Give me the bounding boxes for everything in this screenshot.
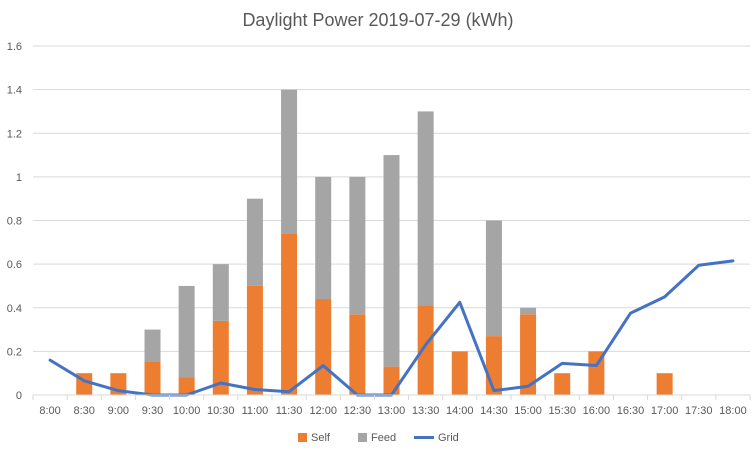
x-tick-label: 13:30: [412, 405, 440, 417]
y-tick-label: 0.8: [7, 216, 22, 228]
bar-feed: [281, 89, 298, 234]
x-tick-label: 10:30: [207, 405, 235, 417]
bar-feed: [212, 264, 229, 321]
legend-label-grid: Grid: [438, 432, 459, 444]
bar-self: [178, 377, 195, 395]
x-tick-label: 8:00: [39, 405, 60, 417]
y-tick-label: 0.6: [7, 259, 22, 271]
x-tick-label: 9:30: [142, 405, 163, 417]
chart-title: Daylight Power 2019-07-29 (kWh): [242, 10, 513, 30]
bar-self: [588, 351, 605, 395]
x-tick-label: 12:00: [309, 405, 337, 417]
bar-feed: [246, 198, 263, 286]
bar-self: [212, 320, 229, 395]
bar-self: [315, 299, 332, 395]
x-tick-label: 18:00: [719, 405, 747, 417]
y-tick-label: 0.4: [7, 303, 22, 315]
legend-swatch-feed: [358, 433, 367, 442]
y-tick-label: 1.2: [7, 128, 22, 140]
bar-feed: [144, 329, 161, 362]
bar-self: [144, 361, 161, 395]
bar-feed: [315, 176, 332, 300]
bar-self: [383, 366, 400, 395]
y-tick-label: 0: [16, 390, 22, 402]
x-tick-label: 14:30: [480, 405, 508, 417]
legend-label-self: Self: [311, 432, 331, 444]
bar-feed: [520, 307, 537, 315]
bar-feed: [485, 220, 502, 337]
x-tick-label: 17:00: [651, 405, 679, 417]
legend-swatch-self: [298, 433, 307, 442]
bar-feed: [417, 111, 434, 306]
bar-self: [485, 336, 502, 395]
x-tick-label: 17:30: [685, 405, 713, 417]
bar-self: [554, 373, 571, 395]
legend-label-feed: Feed: [371, 432, 396, 444]
x-tick-label: 16:30: [617, 405, 645, 417]
bar-self: [451, 351, 468, 395]
bar-self: [246, 285, 263, 395]
y-tick-label: 1: [16, 172, 22, 184]
x-tick-label: 14:00: [446, 405, 474, 417]
bar-self: [281, 233, 298, 395]
bar-self: [349, 314, 366, 395]
x-tick-label: 12:30: [344, 405, 372, 417]
bar-feed: [178, 285, 195, 378]
bar-self: [656, 373, 673, 395]
x-tick-label: 9:00: [108, 405, 129, 417]
x-tick-label: 13:00: [378, 405, 406, 417]
x-tick-label: 8:30: [74, 405, 95, 417]
bar-self: [520, 314, 537, 395]
bar-feed: [383, 155, 400, 367]
bar-feed: [349, 176, 366, 315]
y-tick-label: 1.4: [7, 85, 22, 97]
y-tick-label: 0.2: [7, 346, 22, 358]
x-tick-label: 15:00: [514, 405, 542, 417]
x-tick-label: 10:00: [173, 405, 201, 417]
bar-self: [417, 305, 434, 395]
x-tick-label: 15:30: [548, 405, 576, 417]
x-tick-label: 16:00: [583, 405, 611, 417]
x-tick-label: 11:30: [276, 405, 303, 417]
x-tick-label: 11:00: [242, 405, 269, 417]
y-tick-label: 1.6: [7, 41, 22, 53]
